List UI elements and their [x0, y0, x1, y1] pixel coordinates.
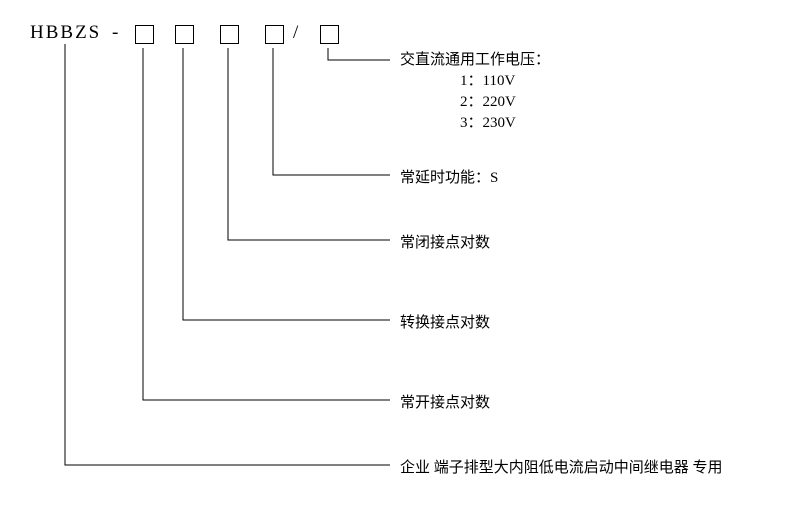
label-voltage-line1: 交直流通用工作电压： [400, 52, 550, 68]
label-voltage-line2: 1：110V [400, 71, 515, 92]
label-enterprise: 企业 端子排型大内阻低电流启动中间继电器 专用 [400, 458, 723, 479]
label-voltage: 交直流通用工作电压： 1：110V 2：220V 3：230V [400, 50, 550, 134]
label-voltage-line3: 2：220V [400, 92, 516, 113]
label-delay: 常延时功能：S [400, 168, 498, 189]
label-voltage-line4: 3：230V [400, 113, 516, 134]
label-changeover: 转换接点对数 [400, 313, 490, 334]
label-no-contacts: 常开接点对数 [400, 393, 490, 414]
label-nc-contacts: 常闭接点对数 [400, 233, 490, 254]
